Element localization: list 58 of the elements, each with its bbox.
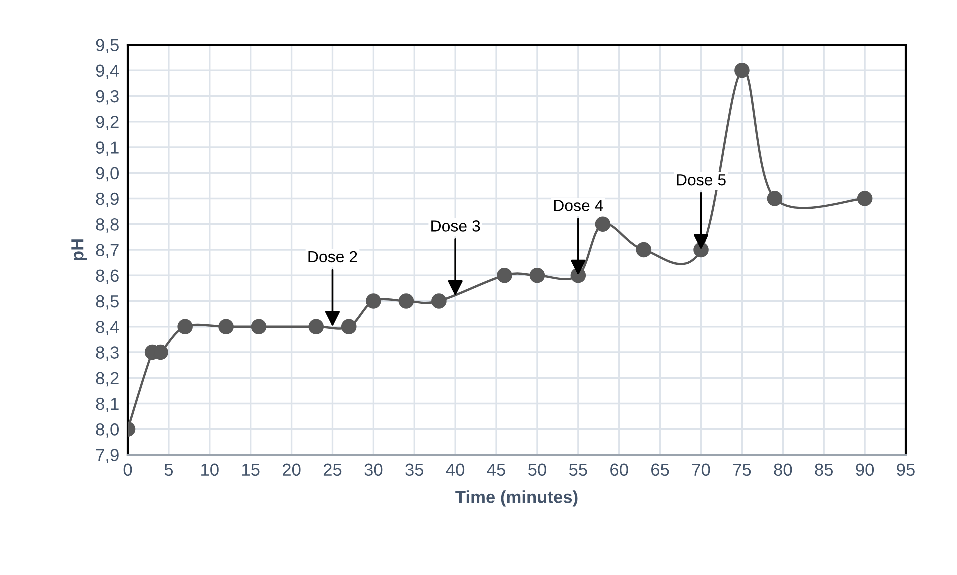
point (398, 294, 414, 309)
point (341, 319, 357, 335)
y-tick-label: 8,3 (96, 346, 119, 362)
x-axis-title: Time (minutes) (456, 490, 578, 507)
y-tick-label: 9,1 (96, 142, 119, 156)
annotation: Dose 4 (554, 200, 604, 212)
point (636, 242, 652, 258)
y-tick-label: 7,9 (96, 449, 119, 464)
point (857, 191, 873, 206)
y-tick-label: 8,9 (96, 192, 119, 208)
point (530, 268, 546, 284)
y-tick-label: 8,5 (96, 295, 119, 310)
x-tick-label: 40 (446, 464, 465, 476)
x-tick-label: 95 (897, 464, 915, 476)
y-tick-label: 9,5 (96, 39, 119, 54)
y-tick-label: 9,2 (96, 116, 119, 130)
point (497, 268, 512, 284)
y-tick-label: 8,2 (96, 372, 119, 387)
x-tick-label: 35 (406, 464, 424, 476)
x-tick-label: 70 (692, 464, 710, 476)
x-tick-label: 10 (202, 464, 219, 476)
x-tick-label: 90 (856, 464, 874, 476)
x-tick-label: 55 (569, 464, 588, 476)
point (178, 319, 193, 335)
y-tick-label: 8,4 (96, 321, 120, 336)
point (767, 191, 783, 206)
y-tick-label: 9,0 (96, 167, 119, 182)
y-tick-label: 8,7 (96, 244, 119, 259)
point (218, 319, 234, 335)
point (595, 216, 611, 232)
y-tick-label: 9,3 (96, 90, 119, 105)
x-tick-label: 85 (815, 464, 834, 476)
x-tick-label: 80 (774, 464, 792, 476)
x-tick-label: 25 (324, 464, 342, 476)
x-tick-label: 60 (610, 464, 628, 476)
point (734, 62, 750, 78)
point (308, 319, 324, 335)
annotation: Dose 3 (432, 220, 480, 232)
x-tick-label: 65 (652, 464, 670, 476)
point (432, 294, 447, 309)
x-tick-label: 15 (242, 464, 260, 476)
y-tick-label: 8,8 (96, 218, 119, 233)
y-tick-label: 8,1 (96, 398, 119, 412)
point (251, 319, 267, 335)
y-axis-title: pH (72, 240, 88, 260)
x-tick-label: 75 (733, 464, 752, 476)
y-tick-label: 9,4 (96, 64, 120, 80)
x-tick-label: 5 (164, 464, 174, 476)
x-tick-label: 20 (283, 464, 301, 476)
annotation: Dose 5 (677, 174, 726, 186)
y-tick-label: 8,0 (96, 424, 119, 438)
x-tick-label: 30 (364, 464, 383, 476)
x-tick-label: 45 (487, 464, 506, 476)
annotation: Dose 2 (308, 251, 358, 263)
x-tick-label: 50 (528, 464, 546, 476)
y-tick-label: 8,6 (96, 270, 119, 284)
x-tick-label: 0 (124, 464, 132, 476)
point (366, 294, 382, 309)
